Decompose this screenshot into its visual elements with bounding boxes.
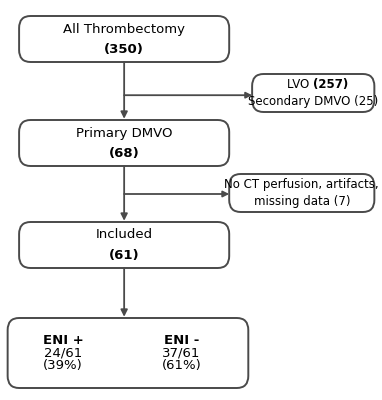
- Text: ENI -: ENI -: [164, 334, 199, 347]
- Text: (257): (257): [313, 78, 348, 91]
- Text: No CT perfusion, artifacts,: No CT perfusion, artifacts,: [225, 178, 379, 191]
- Text: (61): (61): [109, 248, 139, 262]
- Text: All Thrombectomy: All Thrombectomy: [63, 22, 185, 36]
- Text: 37/61: 37/61: [162, 346, 201, 360]
- Text: Included: Included: [96, 228, 153, 242]
- Text: 24/61: 24/61: [44, 346, 82, 360]
- Text: (68): (68): [109, 146, 139, 160]
- Text: missing data (7): missing data (7): [254, 195, 350, 208]
- FancyBboxPatch shape: [252, 74, 374, 112]
- FancyBboxPatch shape: [19, 222, 229, 268]
- FancyBboxPatch shape: [229, 174, 374, 212]
- Text: (39%): (39%): [43, 359, 83, 372]
- FancyBboxPatch shape: [19, 120, 229, 166]
- Text: ENI +: ENI +: [43, 334, 83, 347]
- FancyBboxPatch shape: [19, 16, 229, 62]
- Text: (61%): (61%): [162, 359, 201, 372]
- Text: LVO: LVO: [287, 78, 313, 91]
- Text: (350): (350): [104, 42, 144, 56]
- FancyBboxPatch shape: [8, 318, 248, 388]
- Text: Secondary DMVO (25): Secondary DMVO (25): [248, 95, 378, 108]
- Text: Primary DMVO: Primary DMVO: [76, 126, 172, 140]
